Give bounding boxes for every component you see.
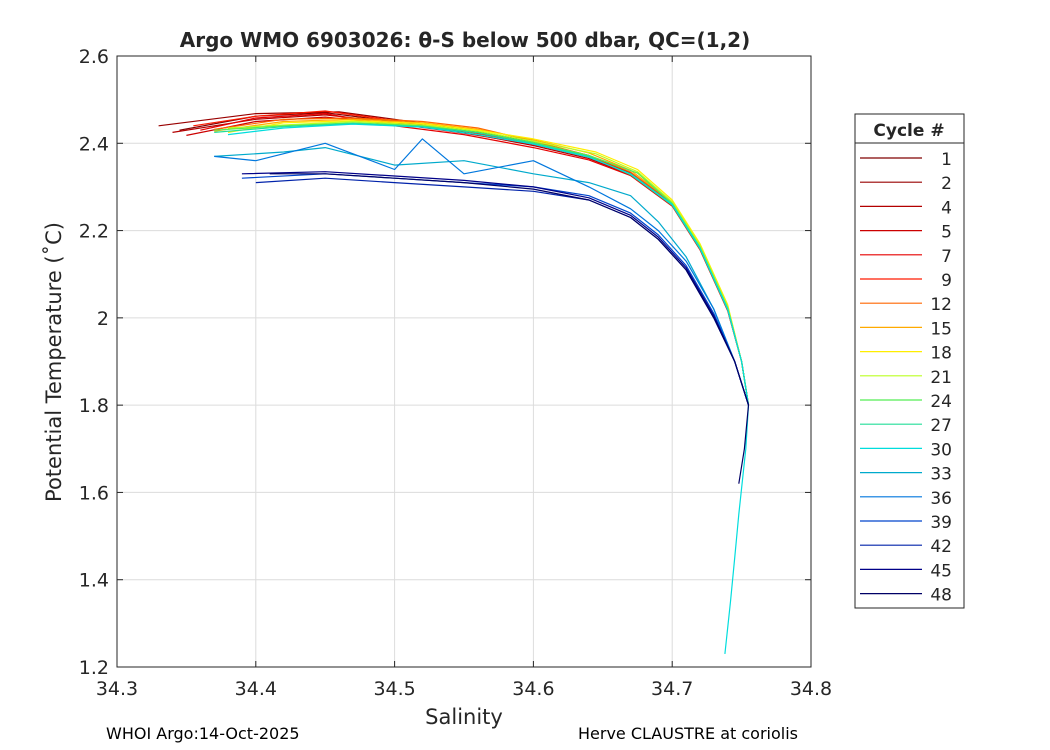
- y-tick-label: 1.6: [79, 482, 109, 504]
- y-tick-label: 2.6: [79, 46, 109, 68]
- legend-label: 39: [930, 513, 952, 533]
- axis-ticks: 34.3 34.4 34.5 34.6 34.7 34.8 1.2 1.4 1.6 1.8 2 2.2…: [79, 46, 832, 700]
- legend-label: 36: [930, 489, 952, 509]
- legend-label: 9: [941, 271, 952, 291]
- y-tick-label: 2: [97, 308, 109, 330]
- chart-title: Argo WMO 6903026: θ-S below 500 dbar, QC…: [180, 28, 750, 52]
- x-tick-label: 34.4: [235, 678, 277, 700]
- y-tick-label: 1.8: [79, 395, 109, 417]
- x-tick-label: 34.3: [96, 678, 138, 700]
- footer-right: Herve CLAUSTRE at coriolis: [578, 724, 798, 743]
- plot-area: [117, 56, 811, 667]
- y-axis-label: Potential Temperature (˚C): [42, 222, 66, 502]
- legend-label: 18: [930, 344, 952, 364]
- legend-label: 4: [941, 198, 952, 218]
- legend-label: 1: [941, 150, 952, 170]
- x-tick-label: 34.8: [790, 678, 832, 700]
- y-tick-label: 1.2: [79, 657, 109, 679]
- series-line-cycle-45: [241, 171, 750, 406]
- footer-left: WHOI Argo:14-Oct-2025: [106, 724, 300, 743]
- legend-label: 45: [930, 561, 952, 581]
- series-group: [158, 110, 750, 654]
- plot-frame: [116, 55, 812, 668]
- x-tick-label: 34.7: [651, 678, 693, 700]
- x-tick-label: 34.6: [512, 678, 554, 700]
- series-line-cycle-48: [269, 173, 750, 484]
- x-axis-label: Salinity: [425, 705, 503, 729]
- legend-label: 2: [941, 174, 952, 194]
- legend-label: 42: [930, 537, 952, 557]
- y-tick-label: 2.4: [79, 133, 109, 155]
- legend-label: 15: [930, 319, 952, 339]
- series-line-cycle-18: [227, 119, 750, 406]
- y-tick-label: 1.4: [79, 570, 109, 592]
- legend-label: 24: [930, 392, 952, 412]
- legend-label: 30: [930, 440, 952, 460]
- legend-label: 48: [930, 586, 952, 606]
- series-line-cycle-30: [227, 123, 750, 654]
- legend-box: [854, 113, 965, 609]
- legend-title: Cycle #: [873, 121, 944, 141]
- legend-label: 33: [930, 465, 952, 485]
- legend-label: 12: [930, 295, 952, 315]
- legend-label: 7: [941, 247, 952, 267]
- series-line-cycle-21: [227, 120, 750, 406]
- legend-label: 5: [941, 223, 952, 243]
- y-tick-label: 2.2: [79, 221, 109, 243]
- series-line-cycle-36: [214, 138, 750, 406]
- x-tick-label: 34.5: [373, 678, 415, 700]
- legend-label: 27: [930, 416, 952, 436]
- legend-label: 21: [930, 368, 952, 388]
